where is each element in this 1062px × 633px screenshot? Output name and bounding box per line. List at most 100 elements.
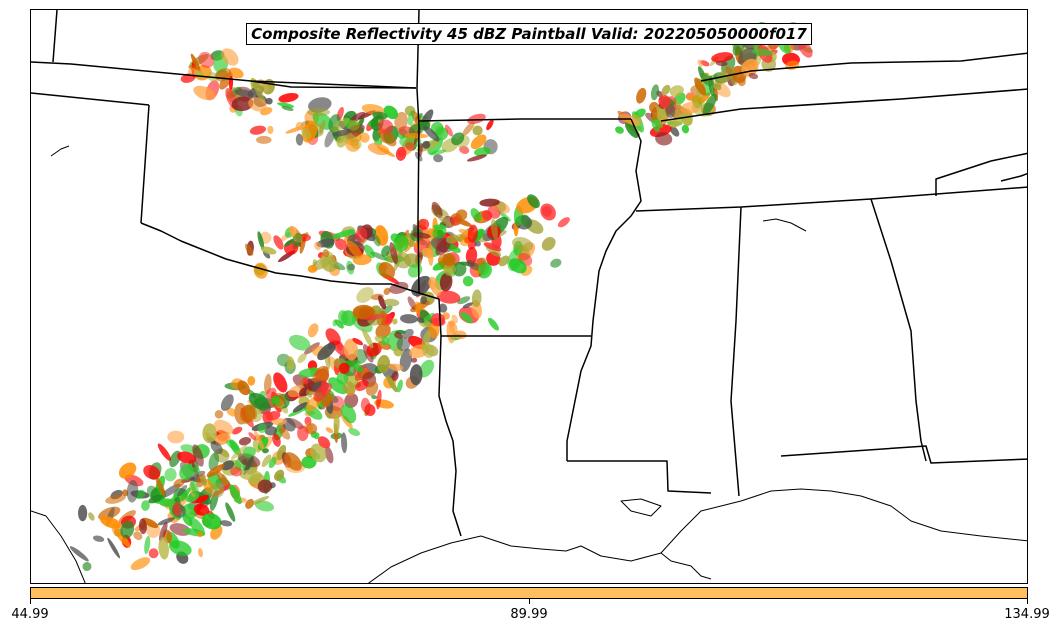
- paintball-blob-371: [264, 426, 278, 436]
- paintball-blob-263: [418, 359, 435, 378]
- paintball-blob-155: [118, 462, 137, 479]
- paintball-blob-24: [307, 323, 319, 338]
- gulf-coast: [367, 488, 1027, 583]
- paintball-blob-228: [314, 432, 320, 440]
- paintball-blob-264: [148, 548, 159, 559]
- paintball-blob-352: [179, 464, 194, 481]
- map-panel: Composite Reflectivity 45 dBZ Paintball …: [30, 9, 1028, 584]
- paintball-blob-398: [196, 531, 204, 538]
- paintball-blob-201: [286, 356, 295, 371]
- paintball-blob-611: [256, 135, 272, 144]
- kansas-oklahoma-line: [140, 104, 440, 300]
- paintball-blob-294: [301, 455, 317, 469]
- paintball-blob-153: [341, 310, 357, 327]
- paintball-blob-412: [462, 302, 473, 309]
- paintball-blob-157: [195, 494, 210, 504]
- paintball-blob-674: [486, 119, 494, 131]
- paintball-blob-348: [271, 395, 281, 405]
- paintball-blob-851: [418, 218, 430, 230]
- paintball-blob-130: [105, 494, 126, 504]
- paintball-blob-46: [133, 531, 143, 541]
- tennessee-south: [635, 186, 1027, 212]
- great-lakes-trace: [762, 218, 807, 232]
- paintball-blob-846: [446, 234, 459, 244]
- paintball-blob-170: [221, 460, 235, 471]
- paintball-blob-824: [685, 94, 705, 104]
- paintball-blob-163: [411, 275, 432, 297]
- paintball-blob-535: [381, 245, 391, 257]
- paintball-blob-653: [429, 149, 447, 156]
- paintball-blob-661: [248, 97, 267, 112]
- paintball-blob-531: [541, 236, 556, 251]
- paintball-blob-684: [347, 120, 360, 131]
- paintball-blob-384: [114, 528, 131, 548]
- paintball-blob-401: [313, 382, 332, 402]
- missouri-arkansas: [418, 118, 631, 122]
- paintball-blob-189: [214, 410, 224, 419]
- louisiana-mississippi: [567, 460, 712, 494]
- paintball-blob-414: [126, 480, 139, 503]
- paintball-blob-318: [172, 502, 181, 516]
- paintball-blob-379: [230, 445, 248, 460]
- paintball-blob-538: [284, 238, 295, 247]
- paintball-blob-275: [356, 287, 374, 303]
- paintball-blob-192: [122, 489, 129, 497]
- paintball-blob-755: [669, 85, 684, 97]
- paintball-blob-464: [335, 238, 347, 251]
- lake-okeechobee-region: [620, 498, 662, 517]
- paintball-blob-539: [474, 240, 481, 247]
- paintball-blob-406: [197, 547, 204, 558]
- paintball-blob-299: [157, 517, 175, 526]
- paintball-blob-239: [324, 446, 334, 464]
- paintball-blob-273: [292, 402, 308, 413]
- paintball-blob-271: [155, 477, 166, 497]
- paintball-blob-813: [748, 72, 759, 80]
- paintball-blob-862: [431, 201, 443, 218]
- paintball-blob-165: [238, 437, 252, 446]
- paintball-blob-225: [288, 406, 308, 417]
- paintball-blob-597: [187, 68, 198, 75]
- paintball-blob-865: [540, 203, 556, 221]
- paintball-blob-817: [661, 84, 671, 96]
- paintball-blob-339: [462, 275, 474, 287]
- alabama-florida: [780, 445, 1027, 464]
- paintball-blob-405: [321, 393, 334, 407]
- paintball-blob-106: [400, 314, 418, 324]
- paintball-blob-702: [451, 132, 465, 146]
- paintball-blob-769: [702, 93, 717, 116]
- paintball-blob-335: [100, 516, 122, 529]
- paintball-blob-325: [210, 440, 223, 455]
- paintball-blob-375: [240, 404, 256, 423]
- paintball-blob-207: [167, 430, 185, 444]
- paintball-blob-359: [138, 518, 147, 535]
- paintball-blob-249: [352, 363, 364, 373]
- paintball-blob-56: [157, 443, 172, 461]
- paintball-blob-603: [249, 125, 266, 135]
- paintball-blob-705: [404, 132, 429, 139]
- paintball-blob-688: [301, 127, 312, 139]
- paintball-blob-369: [177, 451, 197, 464]
- paintball-blob-327: [471, 289, 482, 308]
- paintball-blob-505: [332, 229, 355, 239]
- tennessee-kentucky: [660, 88, 1027, 122]
- paintball-blob-520: [498, 255, 510, 267]
- paintball-blob-413: [120, 520, 135, 539]
- paintball-blob-876: [432, 224, 447, 230]
- colorbar-tick-label-mid: 89.99: [510, 607, 548, 622]
- paintball-blob-397: [428, 279, 436, 290]
- paintball-blob-370: [239, 469, 263, 481]
- paintball-blob-694: [407, 110, 415, 126]
- paintball-blob-203: [188, 517, 205, 536]
- mississippi-delta: [660, 552, 712, 580]
- paintball-blob-823: [751, 48, 773, 56]
- paintball-blob-522: [550, 258, 562, 268]
- colorbar-tick-label-right: 134.99: [1004, 607, 1050, 622]
- paintball-blob-99: [303, 342, 320, 355]
- paintball-blob-419: [262, 448, 269, 454]
- paintball-blob-873: [450, 215, 460, 227]
- paintball-blob-317: [254, 430, 265, 451]
- paintball-blob-690: [267, 125, 274, 135]
- paintball-blob-389: [317, 436, 331, 449]
- paintball-blob-321: [202, 423, 217, 444]
- paintball-blob-407: [206, 464, 225, 478]
